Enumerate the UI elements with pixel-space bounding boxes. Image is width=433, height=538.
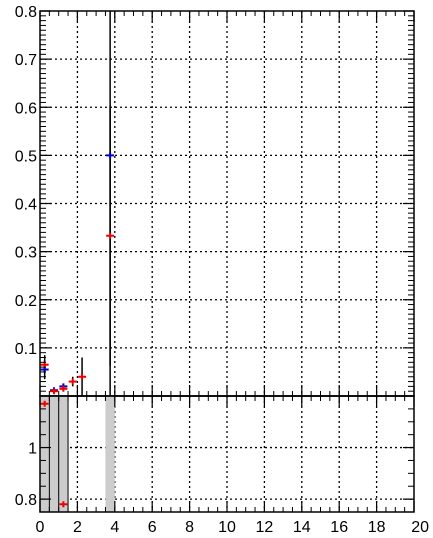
top-data-point bbox=[78, 373, 87, 380]
bottom-x-tick-label: 12 bbox=[256, 519, 274, 536]
top-data-point bbox=[59, 385, 68, 392]
bottom-ratio-panel: 0.810 2 4 6 8 10 12 14 16 18 20 bbox=[15, 395, 429, 536]
bottom-x-tick-label: 20 bbox=[411, 519, 429, 536]
bottom-x-tick-label: 6 bbox=[148, 519, 157, 536]
top-tick-labels: 0.1 0.2 0.3 0.4 0.5 0.6 0.7 0.8 bbox=[15, 4, 37, 358]
top-grid bbox=[40, 11, 414, 396]
top-data-point bbox=[50, 388, 59, 395]
bottom-shaded-bin bbox=[105, 396, 115, 512]
bottom-shaded-bin bbox=[49, 396, 59, 512]
bottom-data-point bbox=[40, 400, 49, 407]
top-y-tick-label: 0.1 bbox=[15, 341, 37, 358]
top-ticks bbox=[39, 10, 415, 397]
top-data-point bbox=[106, 232, 115, 239]
bottom-x-tick-label: 18 bbox=[368, 519, 386, 536]
top-y-tick-label: 0.3 bbox=[15, 245, 37, 262]
top-plot-panel: 0.1 0.2 0.3 0.4 0.5 0.6 0.7 0.8 bbox=[15, 4, 415, 397]
top-y-tick-label: 0.7 bbox=[15, 52, 37, 69]
top-y-tick-label: 0.8 bbox=[15, 4, 37, 21]
bottom-x-tick-label: 8 bbox=[185, 519, 194, 536]
bottom-x-tick-label: 14 bbox=[293, 519, 311, 536]
top-data-point bbox=[68, 378, 77, 385]
bottom-x-tick-label: 10 bbox=[218, 519, 236, 536]
bottom-tick-labels: 0.810 2 4 6 8 10 12 14 16 18 20 bbox=[15, 441, 429, 536]
top-y-tick-label: 0.5 bbox=[15, 148, 37, 165]
bottom-x-tick-label: 0 bbox=[36, 519, 45, 536]
bottom-y-tick-label: 1 bbox=[28, 441, 37, 458]
top-y-tick-label: 0.2 bbox=[15, 293, 37, 310]
bottom-ticks bbox=[39, 395, 415, 513]
bottom-data-point bbox=[59, 501, 68, 508]
top-y-tick-label: 0.6 bbox=[15, 100, 37, 117]
bottom-shaded-bin bbox=[58, 396, 69, 512]
bottom-grid bbox=[40, 396, 414, 512]
top-data-point bbox=[106, 152, 115, 159]
bottom-y-tick-label: 0.8 bbox=[15, 492, 37, 509]
bottom-data-points bbox=[40, 400, 68, 508]
bottom-shaded-bins bbox=[40, 396, 115, 512]
bottom-shaded-bin bbox=[40, 396, 50, 512]
top-y-tick-label: 0.4 bbox=[15, 197, 37, 214]
bottom-x-tick-label: 2 bbox=[73, 519, 82, 536]
bottom-x-tick-label: 16 bbox=[330, 519, 348, 536]
bottom-x-tick-label: 4 bbox=[110, 519, 119, 536]
